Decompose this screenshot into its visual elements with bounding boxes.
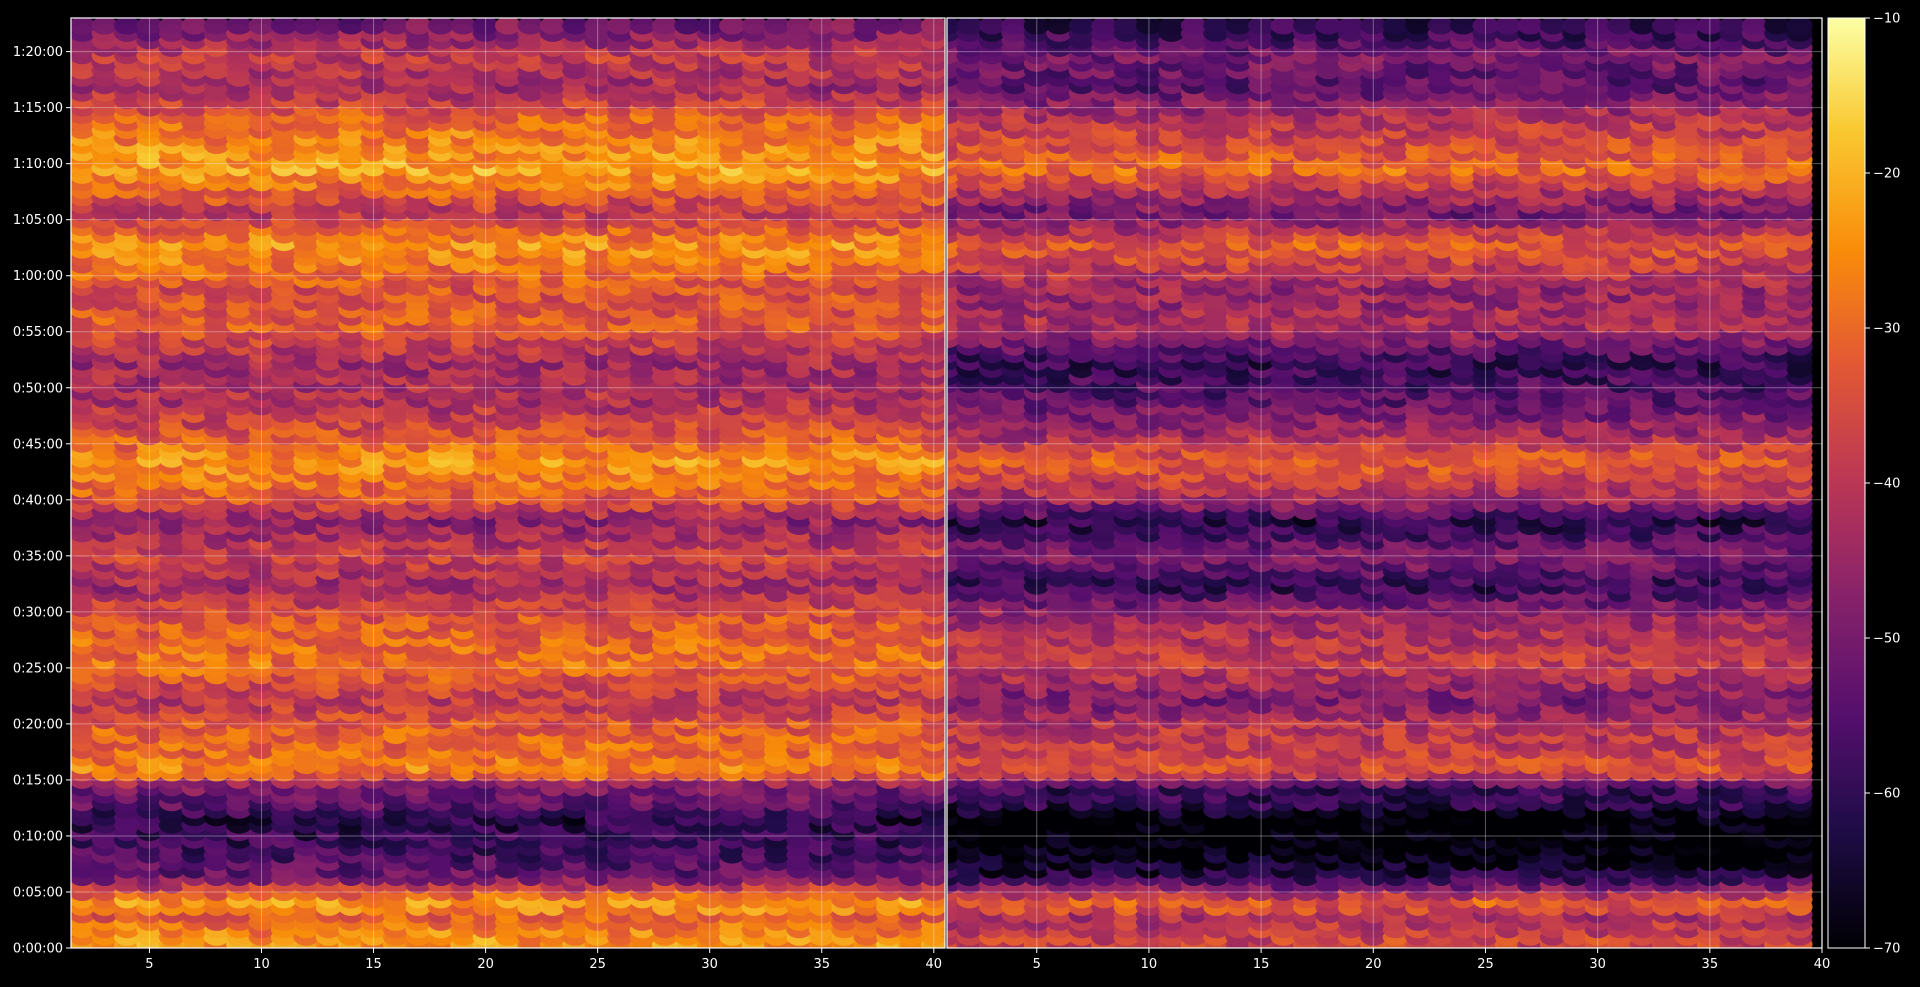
heatmap-cell <box>607 18 634 35</box>
heatmap-cell <box>472 18 499 35</box>
heatmap-cell <box>450 18 477 35</box>
heatmap-cell <box>293 18 320 35</box>
heatmap-cell <box>495 18 521 35</box>
heatmap-cell <box>696 18 723 35</box>
heatmap-cell <box>853 18 880 35</box>
heatmap-cell <box>763 18 790 35</box>
heatmap-cell <box>920 18 945 35</box>
heatmap-cell <box>181 18 208 35</box>
heatmap-cell <box>136 18 163 35</box>
heatmap-cell <box>338 18 365 35</box>
heatmap-cell <box>91 18 118 35</box>
heatmap-cell <box>741 18 768 35</box>
left-panel-cells <box>71 18 945 948</box>
heatmap-cell <box>360 18 387 35</box>
heatmap-cell <box>539 18 566 35</box>
heatmap-cell <box>831 18 858 35</box>
heatmap-cell <box>808 18 835 35</box>
heatmap-cell <box>786 18 813 35</box>
heatmap-cell <box>405 18 432 35</box>
heatmap-cell <box>651 18 678 35</box>
heatmap-cell <box>562 18 589 35</box>
right-panel-cells <box>947 18 1813 948</box>
heatmap-cell <box>427 18 454 35</box>
heatmap-cell <box>584 18 611 35</box>
heatmap-cell <box>248 18 275 35</box>
heatmap-cell <box>674 18 701 35</box>
heatmap-cell <box>898 18 925 35</box>
heatmap-cell <box>114 18 140 35</box>
heatmap-cell <box>876 18 902 35</box>
heatmap-cell <box>203 18 230 35</box>
heatmap-cell <box>270 18 297 35</box>
heatmap-cell <box>315 18 342 35</box>
heatmap-cell <box>629 18 656 35</box>
heatmap-cell <box>158 18 185 35</box>
heatmap-cell <box>71 18 96 35</box>
heatmap-cell <box>719 18 746 35</box>
heatmap-cell <box>517 18 544 35</box>
heatmap-cell <box>226 18 253 35</box>
heatmap-cell <box>382 18 409 35</box>
